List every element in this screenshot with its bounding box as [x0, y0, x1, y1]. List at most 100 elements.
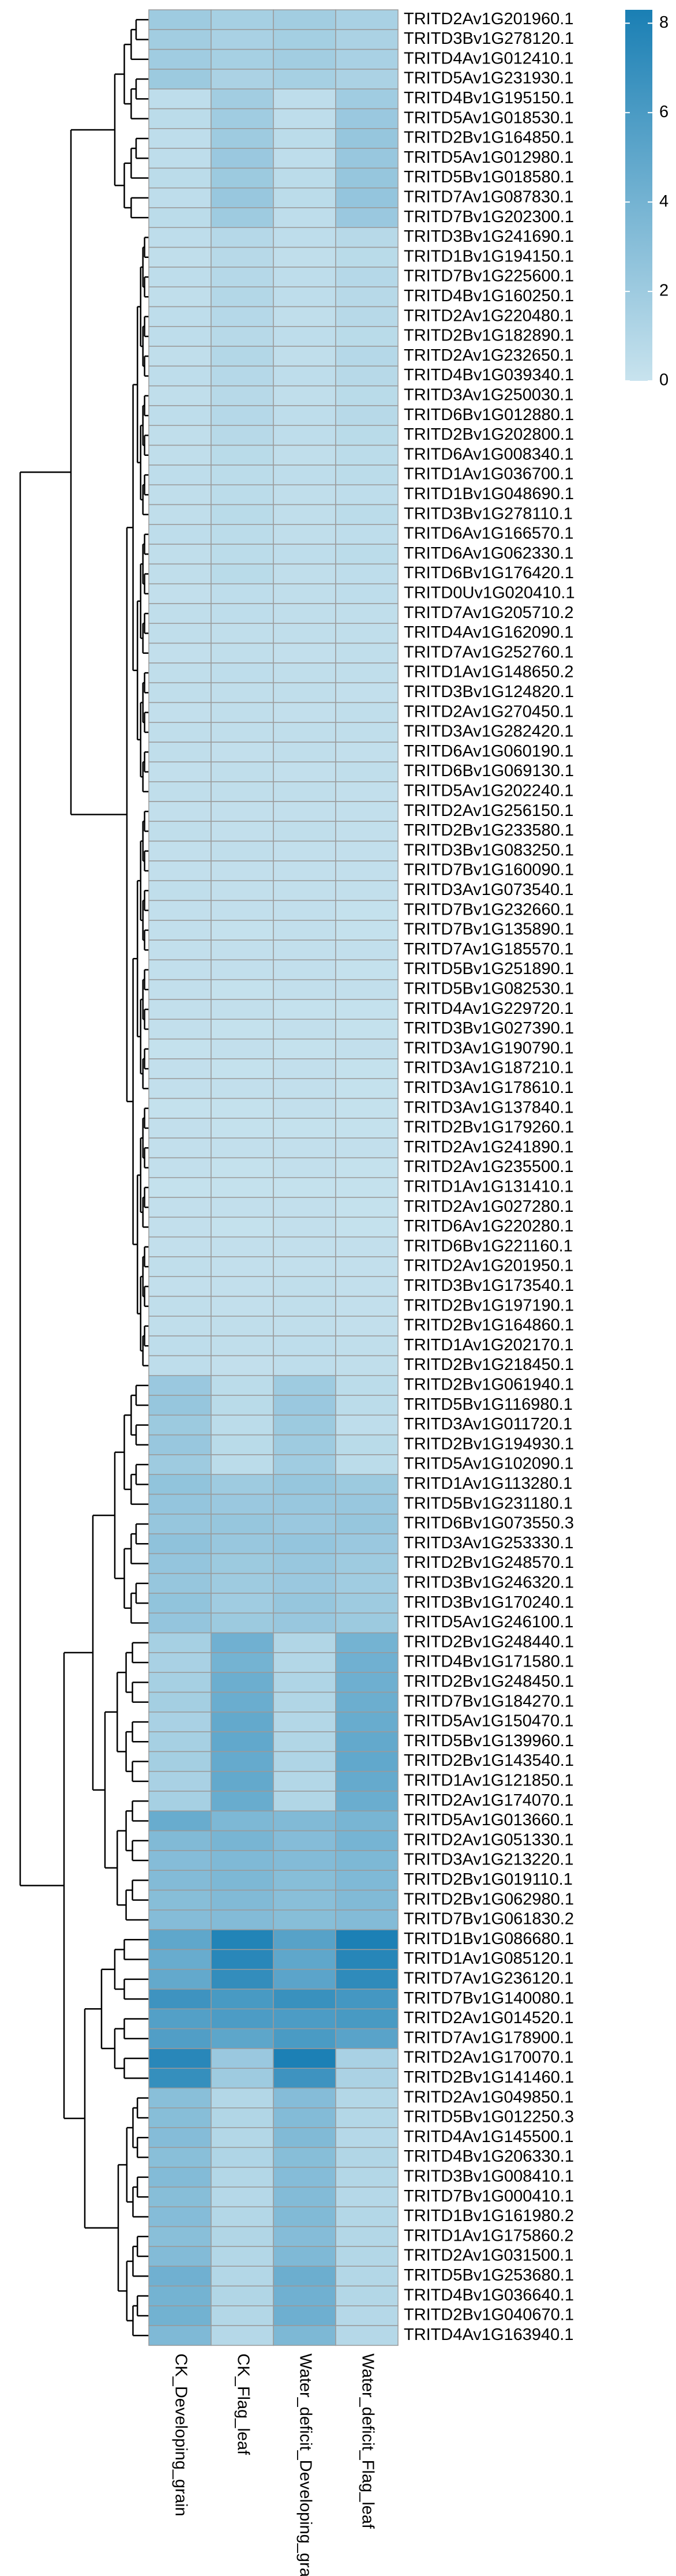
heatmap-cell	[273, 1889, 336, 1911]
heatmap-cell	[211, 425, 274, 446]
heatmap-cell	[335, 1533, 399, 1555]
heatmap-cell	[335, 544, 399, 565]
heatmap-cell	[211, 2028, 274, 2049]
heatmap-cell	[211, 1989, 274, 2010]
row-label: TRITD5Av1G013660.1	[404, 1811, 573, 1829]
heatmap-cell	[148, 69, 212, 89]
heatmap-cell	[148, 2127, 212, 2148]
heatmap-cell	[273, 1949, 336, 1970]
heatmap-cell	[211, 1078, 274, 1099]
row-label: TRITD5Bv1G082530.1	[404, 980, 574, 998]
row-label: TRITD2Bv1G040670.1	[404, 2306, 574, 2324]
heatmap-cell	[211, 326, 274, 347]
heatmap-cell	[273, 1493, 336, 1515]
heatmap-cell	[335, 306, 399, 327]
heatmap-cell	[148, 2028, 212, 2049]
row-label: TRITD3Av1G178610.1	[404, 1079, 573, 1097]
heatmap-cell	[335, 1850, 399, 1871]
row-label: TRITD1Av1G113280.1	[404, 1474, 572, 1493]
heatmap-cell	[148, 88, 212, 110]
heatmap-cell	[273, 939, 336, 961]
row-label: TRITD2Bv1G143540.1	[404, 1751, 574, 1770]
dendrogram	[19, 18, 149, 2337]
heatmap-cell	[273, 682, 336, 703]
heatmap-cell	[148, 227, 212, 248]
row-label: TRITD7Av1G087830.1	[404, 188, 573, 207]
heatmap-cell	[211, 2068, 274, 2089]
heatmap-cell	[148, 1652, 212, 1673]
heatmap-cell	[148, 29, 212, 50]
heatmap-cell	[335, 1474, 399, 1495]
heatmap-cell	[335, 662, 399, 683]
heatmap-cell	[211, 1216, 274, 1238]
heatmap-cell	[335, 1810, 399, 1832]
row-label: TRITD2Av1G031500.1	[404, 2246, 573, 2265]
heatmap-cell	[211, 1889, 274, 1911]
heatmap-cell	[273, 662, 336, 683]
heatmap-cell	[148, 2087, 212, 2109]
heatmap-cell	[211, 702, 274, 723]
heatmap-cell	[273, 1414, 336, 1436]
heatmap-cell	[148, 1989, 212, 2010]
heatmap-cell	[148, 1296, 212, 1317]
heatmap-cell	[273, 761, 336, 782]
heatmap-cell	[211, 900, 274, 921]
heatmap-cell	[273, 2048, 336, 2069]
heatmap-cell	[273, 1751, 336, 1772]
heatmap-cell	[273, 1375, 336, 1396]
heatmap-cell	[148, 1810, 212, 1832]
heatmap-cell	[335, 2206, 399, 2227]
row-label: TRITD2Bv1G019110.1	[404, 1870, 573, 1889]
heatmap-cell	[335, 9, 399, 31]
heatmap-cell	[211, 1830, 274, 1851]
heatmap-cell	[273, 1810, 336, 1832]
heatmap-cell	[335, 642, 399, 664]
heatmap-cell	[273, 1593, 336, 1614]
heatmap-cell	[335, 1691, 399, 1713]
heatmap-cell	[273, 1553, 336, 1574]
row-label: TRITD2Av1G027280.1	[404, 1197, 573, 1216]
row-label: TRITD2Av1G241890.1	[404, 1138, 573, 1156]
row-label: TRITD1Av1G202170.1	[404, 1336, 573, 1354]
heatmap-cell	[148, 1830, 212, 1851]
heatmap-cell	[211, 1375, 274, 1396]
heatmap-cell	[211, 69, 274, 89]
heatmap-cell	[335, 1058, 399, 1079]
row-label: TRITD3Bv1G241690.1	[404, 227, 574, 246]
heatmap-cell	[148, 1870, 212, 1891]
row-label: TRITD0Uv1G020410.1	[404, 584, 575, 602]
row-label: TRITD2Av1G049850.1	[404, 2088, 573, 2106]
heatmap-cell	[211, 29, 274, 50]
heatmap-cell	[211, 880, 274, 901]
heatmap-cell	[148, 880, 212, 901]
row-label: TRITD7Bv1G160090.1	[404, 861, 574, 879]
heatmap-cell	[273, 1791, 336, 1812]
heatmap-cell	[335, 920, 399, 941]
heatmap-cell	[273, 69, 336, 89]
row-label: TRITD5Av1G018530.1	[404, 108, 573, 127]
row-label: TRITD2Bv1G179260.1	[404, 1118, 574, 1137]
heatmap-cell	[273, 108, 336, 129]
heatmap-cell	[335, 860, 399, 881]
row-label: TRITD2Bv1G061940.1	[404, 1376, 574, 1394]
heatmap-cell	[211, 365, 274, 387]
heatmap-cell	[335, 1731, 399, 1753]
heatmap-cell	[211, 1612, 274, 1634]
heatmap-cell	[273, 1909, 336, 1930]
heatmap-cell	[335, 2107, 399, 2128]
row-label: TRITD7Bv1G140080.1	[404, 1989, 574, 2008]
heatmap-cell	[335, 2325, 399, 2346]
heatmap-cell	[335, 385, 399, 406]
heatmap-cell	[211, 1791, 274, 1812]
heatmap-cell	[273, 1612, 336, 1634]
heatmap-cell	[148, 148, 212, 169]
heatmap-cell	[273, 801, 336, 822]
heatmap-cell	[211, 979, 274, 1000]
heatmap-cell	[335, 2087, 399, 2109]
row-label: TRITD2Av1G201960.1	[404, 10, 573, 28]
heatmap-cell	[148, 1256, 212, 1277]
row-label: TRITD4Av1G162090.1	[404, 623, 573, 642]
heatmap-cell	[335, 1375, 399, 1396]
row-label: TRITD2Bv1G182890.1	[404, 327, 574, 345]
heatmap-cell	[148, 425, 212, 446]
